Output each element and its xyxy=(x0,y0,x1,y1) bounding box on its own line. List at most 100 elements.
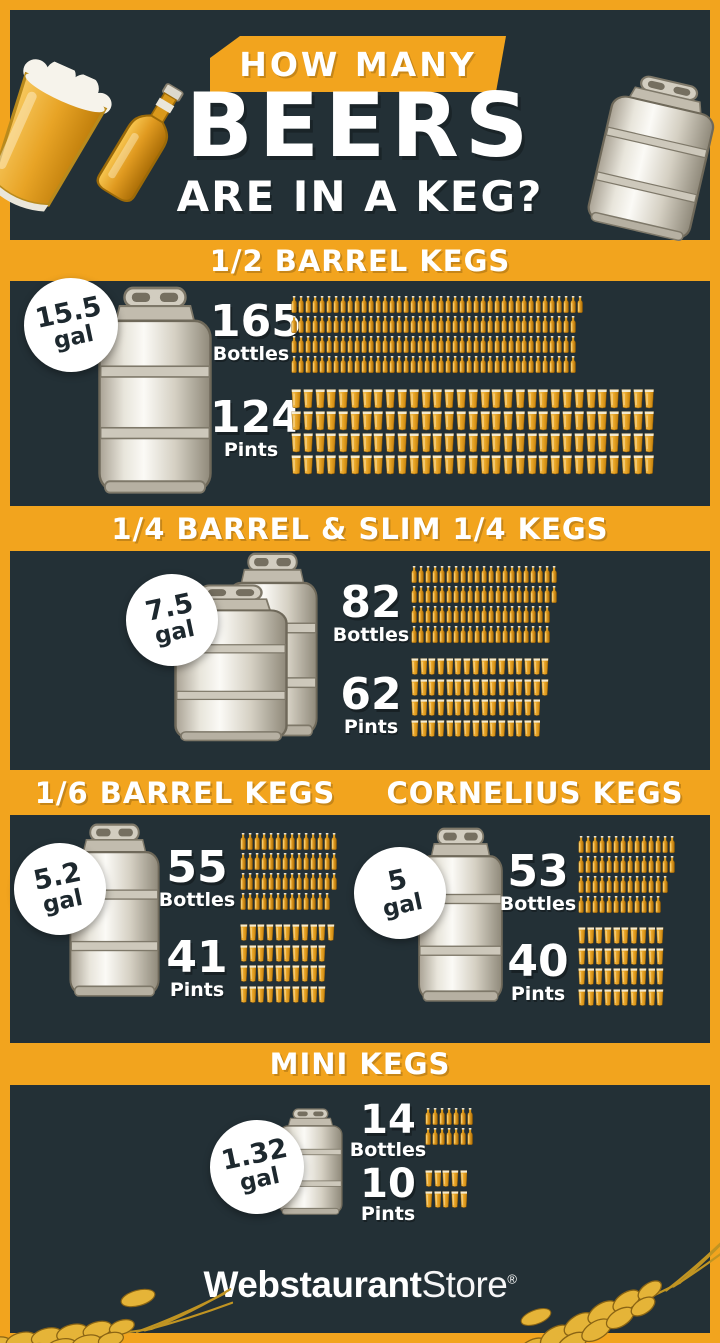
pint-icon xyxy=(472,679,480,696)
pint-icon xyxy=(515,658,523,675)
pint-icon xyxy=(385,433,395,453)
pint-icon xyxy=(574,389,584,409)
bottle-icon xyxy=(361,356,367,373)
bottle-icon xyxy=(282,853,288,870)
bottle-icon xyxy=(403,296,409,313)
bottle-icon xyxy=(473,316,479,333)
bottle-icon xyxy=(389,296,395,313)
pint-icon xyxy=(468,455,478,475)
pint-icon xyxy=(303,433,313,453)
bottle-icon xyxy=(662,876,668,893)
bottle-icon xyxy=(509,586,515,603)
bottle-icon xyxy=(516,586,522,603)
bottles-pictogram xyxy=(240,833,338,913)
bottle-icon xyxy=(431,296,437,313)
pint-icon xyxy=(541,658,549,675)
bottle-icon xyxy=(382,356,388,373)
pint-icon xyxy=(586,455,596,475)
pint-icon xyxy=(621,948,629,965)
capacity-unit: gal xyxy=(51,321,96,355)
bottle-icon xyxy=(592,836,598,853)
pint-icon xyxy=(574,411,584,431)
bottle-icon xyxy=(508,356,514,373)
pint-icon xyxy=(362,433,372,453)
bottle-icon xyxy=(354,356,360,373)
bottle-icon xyxy=(516,606,522,623)
bottle-icon xyxy=(289,873,295,890)
bottles-number: 165 xyxy=(210,296,302,347)
bottle-icon xyxy=(648,856,654,873)
pint-icon xyxy=(621,433,631,453)
bottles-stat: 55 Bottles xyxy=(158,846,236,911)
pint-icon xyxy=(362,389,372,409)
pint-icon xyxy=(463,720,471,737)
bottle-icon xyxy=(396,296,402,313)
pint-icon xyxy=(621,411,631,431)
bottle-icon xyxy=(494,336,500,353)
bottles-number: 82 xyxy=(340,577,402,628)
bottle-icon xyxy=(563,316,569,333)
bottle-icon xyxy=(310,893,316,910)
bottle-icon xyxy=(418,606,424,623)
bottle-icon xyxy=(410,316,416,333)
pint-icon xyxy=(515,455,525,475)
bottle-icon xyxy=(438,316,444,333)
bottle-icon xyxy=(261,853,267,870)
bottle-icon xyxy=(570,296,576,313)
bottle-icon xyxy=(417,356,423,373)
pint-icon xyxy=(444,455,454,475)
bottle-icon xyxy=(432,626,438,643)
bottle-icon xyxy=(296,853,302,870)
pint-icon xyxy=(338,433,348,453)
pints-stat: 62 Pints xyxy=(330,673,412,738)
pint-icon xyxy=(409,411,419,431)
capacity-unit: gal xyxy=(152,616,197,650)
bottle-icon xyxy=(556,336,562,353)
bottle-icon xyxy=(303,873,309,890)
bottle-icon xyxy=(275,893,281,910)
pint-icon xyxy=(481,679,489,696)
pint-icon xyxy=(397,411,407,431)
bottle-icon xyxy=(528,356,534,373)
pint-icon xyxy=(550,433,560,453)
bottle-icon xyxy=(563,356,569,373)
pint-icon xyxy=(527,433,537,453)
pint-icon xyxy=(411,699,419,716)
pints-label: Pints xyxy=(223,439,279,461)
pint-icon xyxy=(310,924,318,941)
pint-icon xyxy=(301,945,309,962)
pint-icon xyxy=(428,679,436,696)
header-tag: HOW MANY xyxy=(210,36,506,92)
pint-icon xyxy=(613,989,621,1006)
bottle-icon xyxy=(669,836,675,853)
pint-icon xyxy=(326,389,336,409)
pints-pictogram xyxy=(240,924,336,1006)
pint-icon xyxy=(604,989,612,1006)
pint-icon xyxy=(420,699,428,716)
bottle-icon xyxy=(410,356,416,373)
pint-icon xyxy=(507,720,515,737)
bottle-icon xyxy=(410,296,416,313)
bottle-icon xyxy=(268,873,274,890)
bottle-icon xyxy=(347,296,353,313)
bottle-icon xyxy=(439,1108,445,1125)
pint-icon xyxy=(586,411,596,431)
pint-icon xyxy=(456,455,466,475)
pint-icon xyxy=(442,1170,450,1187)
pint-icon xyxy=(303,455,313,475)
bottle-icon xyxy=(310,853,316,870)
pint-icon xyxy=(315,411,325,431)
bottles-label: Bottles xyxy=(499,893,577,915)
pint-icon xyxy=(613,968,621,985)
pint-icon xyxy=(491,389,501,409)
bottle-icon xyxy=(481,566,487,583)
pint-icon xyxy=(338,455,348,475)
bottle-icon xyxy=(487,296,493,313)
pint-icon xyxy=(385,455,395,475)
pint-icon xyxy=(275,965,283,982)
bottle-icon xyxy=(340,356,346,373)
bottle-icon xyxy=(599,836,605,853)
pints-number: 10 xyxy=(360,1161,416,1207)
pint-icon xyxy=(468,433,478,453)
